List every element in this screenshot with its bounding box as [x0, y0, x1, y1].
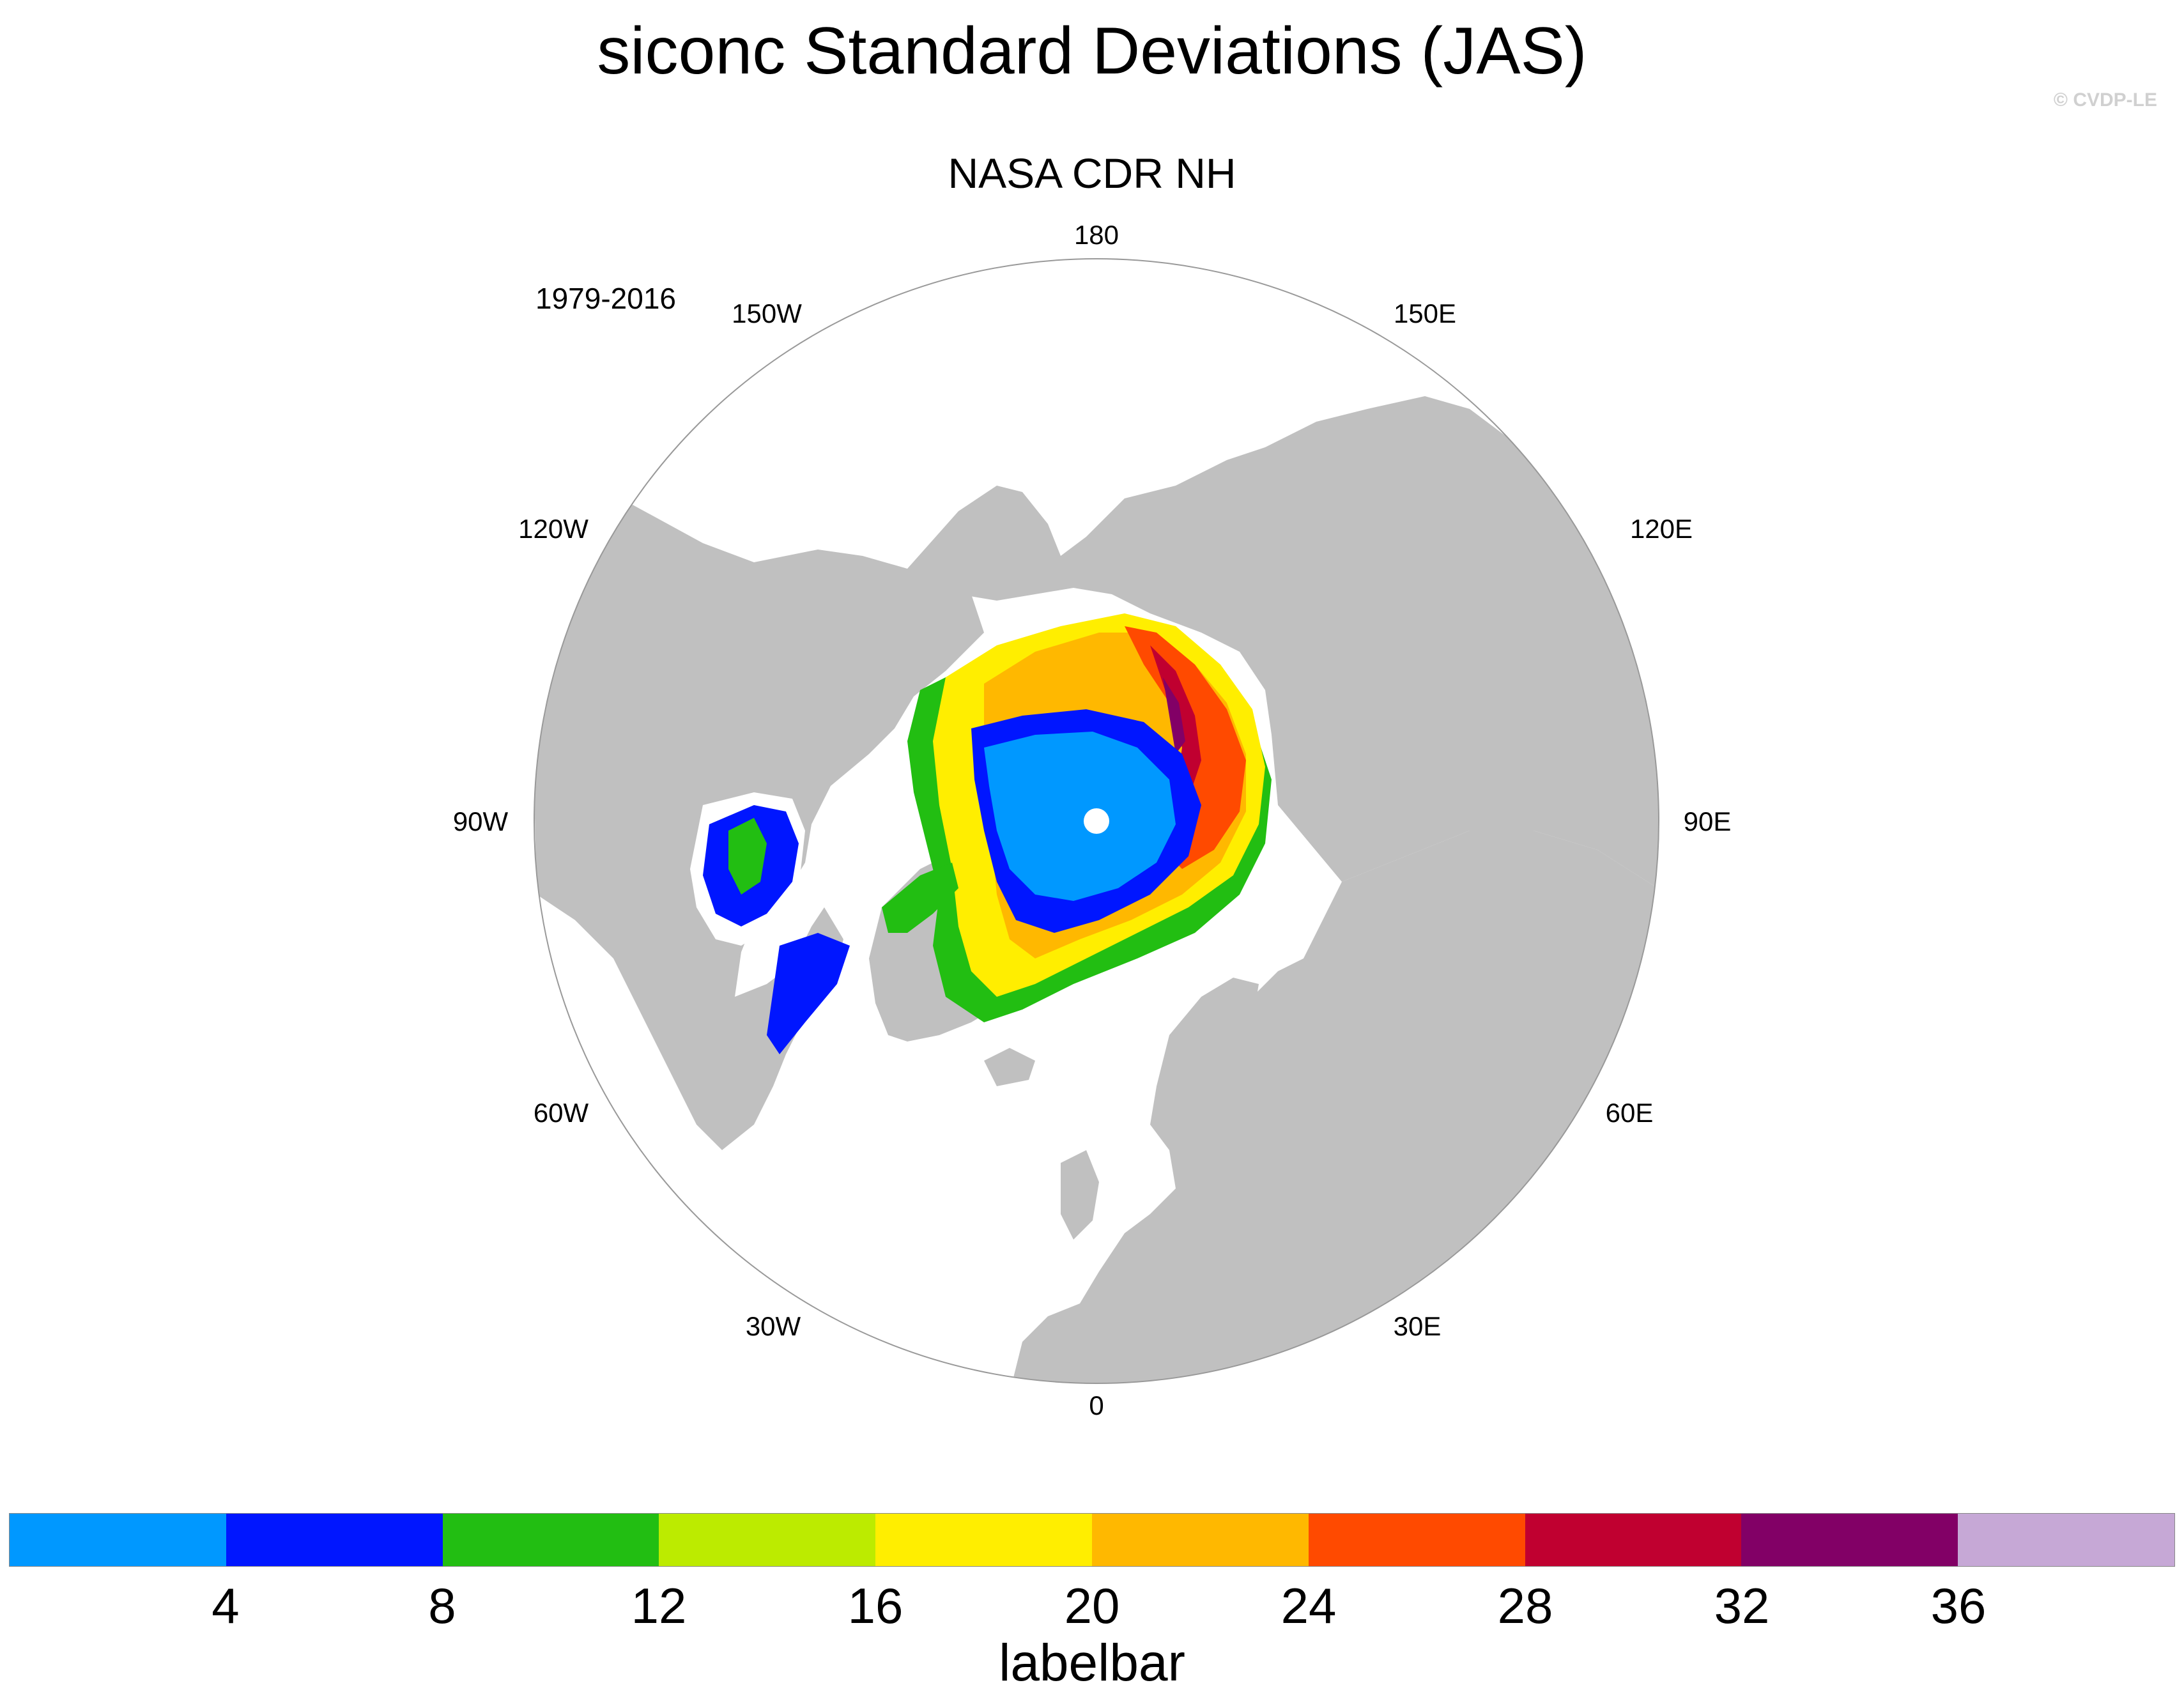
- period-label: 1979-2016: [535, 282, 676, 315]
- labelbar-swatch-9: [1958, 1514, 2174, 1566]
- ice-band-light-blue: [984, 732, 1176, 901]
- labelbar-swatch-4: [875, 1514, 1092, 1566]
- copyright-text: © CVDP-LE: [2053, 89, 2157, 111]
- lon-label-90w: 90W: [453, 806, 509, 836]
- labelbar-label: labelbar: [999, 1634, 1185, 1692]
- ice-band-purple: [1163, 677, 1185, 754]
- labelbar-swatch-1: [226, 1514, 443, 1566]
- map-boundary: [534, 258, 1659, 1384]
- map-disk: [534, 259, 1659, 1383]
- lon-label-120w: 120W: [518, 514, 588, 544]
- labelbar-tick-32: 32: [1714, 1578, 1770, 1634]
- labelbar-swatch-7: [1525, 1514, 1742, 1566]
- main-title: siconc Standard Deviations (JAS): [597, 14, 1587, 88]
- lon-label-30e: 30E: [1394, 1311, 1442, 1341]
- labelbar-tick-4: 4: [211, 1578, 240, 1634]
- labelbar-swatch-5: [1091, 1514, 1309, 1566]
- ice-hudson-green: [728, 818, 767, 895]
- labelbar-tick-24: 24: [1280, 1578, 1337, 1634]
- land-scandinavia: [1157, 978, 1259, 1163]
- land-alaska-siberia: [907, 396, 1659, 895]
- labelbar-tick-20: 20: [1064, 1578, 1120, 1634]
- labelbar-swatch-8: [1741, 1514, 1958, 1566]
- lon-label-60w: 60W: [534, 1098, 589, 1128]
- ice-baffin-blue: [767, 933, 850, 1054]
- labelbar-tick-28: 28: [1497, 1578, 1553, 1634]
- land-iceland: [984, 1048, 1035, 1086]
- lon-label-90e: 90E: [1684, 806, 1732, 836]
- pole-hole: [1084, 808, 1109, 834]
- labelbar-tick-12: 12: [631, 1578, 687, 1634]
- labelbar-swatch-2: [442, 1514, 659, 1566]
- labelbar-tick-36: 36: [1930, 1578, 1987, 1634]
- lon-label-120e: 120E: [1630, 514, 1693, 544]
- lon-label-60e: 60E: [1606, 1098, 1654, 1128]
- lon-label-30w: 30W: [746, 1311, 801, 1341]
- lon-label-0: 0: [1089, 1390, 1104, 1420]
- labelbar-swatch-6: [1308, 1514, 1525, 1566]
- land-britain: [1061, 1150, 1099, 1240]
- labelbar-swatch-3: [659, 1514, 876, 1566]
- labelbar-tick-8: 8: [428, 1578, 456, 1634]
- labelbar-tick-16: 16: [847, 1578, 904, 1634]
- lon-label-150e: 150E: [1394, 298, 1456, 328]
- labelbar-swatch-0: [10, 1514, 226, 1566]
- lon-label-180: 180: [1074, 220, 1119, 250]
- color-labelbar: [9, 1513, 2175, 1567]
- lon-label-150w: 150W: [732, 298, 802, 328]
- dataset-subtitle: NASA CDR NH: [948, 150, 1236, 197]
- ice-greenland-coast: [882, 863, 958, 933]
- ice-band-red-orange: [1125, 626, 1246, 869]
